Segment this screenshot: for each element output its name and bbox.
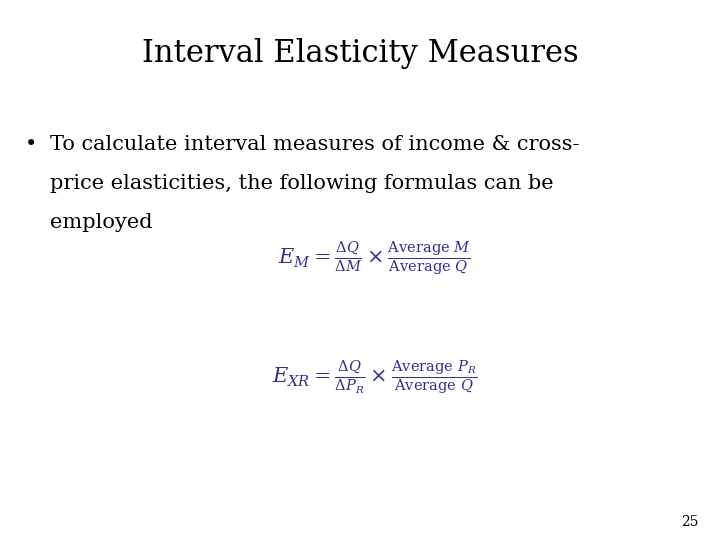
Text: 25: 25 (681, 515, 698, 529)
Text: $\mathit{E}_{XR} = \frac{\Delta \mathit{Q}}{\Delta \mathit{P}_{R}} \times \frac{: $\mathit{E}_{XR} = \frac{\Delta \mathit{… (272, 359, 477, 397)
Text: •: • (25, 135, 37, 154)
Text: employed: employed (50, 213, 153, 232)
Text: $\mathit{E}_{M} = \frac{\Delta \mathit{Q}}{\Delta \mathit{M}} \times \frac{\math: $\mathit{E}_{M} = \frac{\Delta \mathit{Q… (278, 240, 471, 279)
Text: Interval Elasticity Measures: Interval Elasticity Measures (142, 38, 578, 69)
Text: To calculate interval measures of income & cross-: To calculate interval measures of income… (50, 135, 580, 154)
Text: price elasticities, the following formulas can be: price elasticities, the following formul… (50, 174, 554, 193)
